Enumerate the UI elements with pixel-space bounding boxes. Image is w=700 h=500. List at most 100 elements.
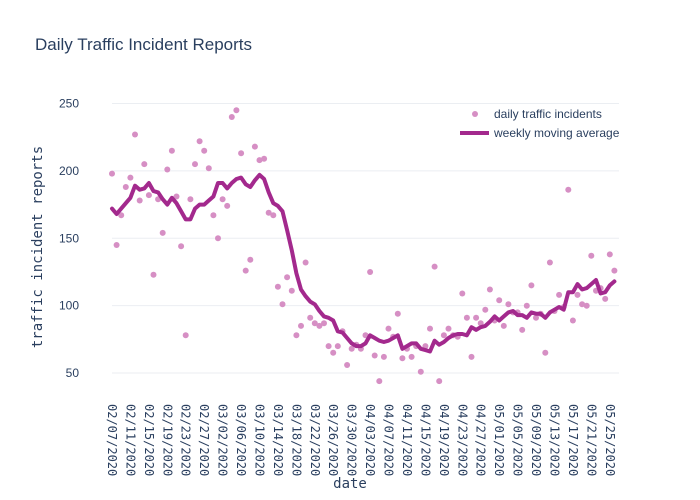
data-point [371, 352, 378, 359]
data-point [334, 343, 341, 350]
x-tick-label-20: 04/27/2020 [474, 404, 488, 476]
data-point [468, 353, 475, 360]
data-point [141, 161, 148, 168]
data-point [201, 147, 208, 154]
data-point [546, 259, 553, 266]
data-point [113, 242, 120, 248]
x-tick-label-18: 04/19/2020 [437, 404, 451, 476]
data-point [436, 378, 443, 385]
x-tick-label-26: 05/21/2020 [584, 404, 598, 476]
x-tick-label-21: 05/01/2020 [492, 404, 506, 476]
x-tick-label-6: 03/02/2020 [216, 404, 230, 476]
data-point [394, 310, 401, 317]
data-point [505, 301, 512, 308]
data-point [528, 282, 535, 289]
data-point [265, 209, 272, 216]
data-point [311, 320, 318, 327]
data-point [367, 269, 374, 275]
data-point [496, 297, 503, 304]
data-point [159, 229, 166, 236]
data-point [118, 212, 125, 219]
x-tick-label-22: 05/05/2020 [511, 404, 525, 476]
chart-title: Daily Traffic Incident Reports [35, 35, 252, 54]
x-tick-label-14: 04/03/2020 [363, 404, 377, 476]
data-point [344, 362, 351, 368]
data-point [611, 267, 618, 274]
data-point [459, 290, 466, 297]
data-point [523, 302, 530, 309]
data-point [583, 302, 590, 309]
data-point [127, 174, 134, 181]
x-tick-label-13: 03/30/2020 [345, 404, 359, 476]
data-point [307, 314, 314, 321]
data-point [500, 322, 507, 329]
data-point [385, 325, 392, 332]
data-point [408, 353, 415, 360]
x-tick-label-19: 04/23/2020 [455, 404, 469, 476]
data-point [569, 317, 576, 324]
series-daily-traffic-incidents [109, 107, 618, 385]
x-tick-label-10: 03/18/2020 [289, 404, 303, 476]
data-point [251, 143, 258, 150]
data-point [579, 301, 586, 308]
y-tick-label-50: 50 [66, 366, 80, 380]
data-point [178, 243, 185, 250]
data-point [316, 322, 323, 329]
data-point [440, 332, 447, 339]
legend-label-weekly-moving-average: weekly moving average [493, 126, 620, 140]
legend-label-daily-traffic-incidents: daily traffic incidents [494, 107, 602, 121]
y-tick-label-150: 150 [59, 231, 79, 245]
data-point [196, 138, 203, 145]
x-tick-label-24: 05/13/2020 [547, 404, 561, 476]
x-axis-title: date [333, 476, 367, 492]
data-point [606, 251, 613, 258]
data-point [242, 267, 249, 274]
data-point [399, 355, 406, 362]
data-point [132, 131, 138, 138]
data-point [205, 165, 212, 172]
gridlines [112, 102, 619, 374]
data-point [256, 157, 263, 164]
data-point [215, 235, 221, 242]
y-tick-label-250: 250 [59, 96, 79, 110]
x-tick-labels: 02/07/2020 02/11/2020 02/15/2020 02/19/2020… [105, 404, 617, 476]
x-tick-label-12: 03/26/2020 [326, 404, 340, 476]
data-point [164, 166, 171, 173]
data-point [219, 196, 226, 203]
data-point [302, 259, 309, 266]
data-point [325, 343, 332, 350]
data-point [224, 202, 231, 209]
data-point [486, 286, 493, 293]
data-point [247, 256, 254, 263]
data-point [284, 274, 291, 281]
data-point [228, 114, 235, 120]
data-point [233, 107, 240, 114]
data-point [602, 295, 609, 302]
data-point [288, 287, 295, 294]
data-point [136, 197, 143, 204]
data-point [473, 314, 480, 321]
data-point [168, 147, 175, 154]
data-point [445, 325, 452, 332]
data-point [427, 325, 433, 332]
data-point [279, 301, 286, 308]
data-point [293, 332, 300, 339]
data-point [150, 271, 157, 278]
y-tick-labels: 50 100 150 200 250 [59, 96, 79, 380]
x-tick-label-5: 02/27/2020 [197, 404, 211, 476]
legend: daily traffic incidents weekly moving av… [460, 107, 620, 140]
data-point [122, 184, 129, 190]
data-point [210, 212, 217, 219]
data-point [270, 212, 277, 219]
x-tick-label-23: 05/09/2020 [529, 404, 543, 476]
x-tick-label-7: 03/06/2020 [234, 404, 248, 476]
data-point [574, 291, 581, 298]
x-tick-label-3: 02/19/2020 [160, 404, 174, 476]
x-tick-label-15: 04/07/2020 [382, 404, 396, 476]
data-point [261, 155, 268, 162]
x-tick-label-4: 02/23/2020 [179, 404, 193, 476]
x-tick-label-17: 04/15/2020 [418, 404, 432, 476]
data-point [348, 345, 355, 352]
